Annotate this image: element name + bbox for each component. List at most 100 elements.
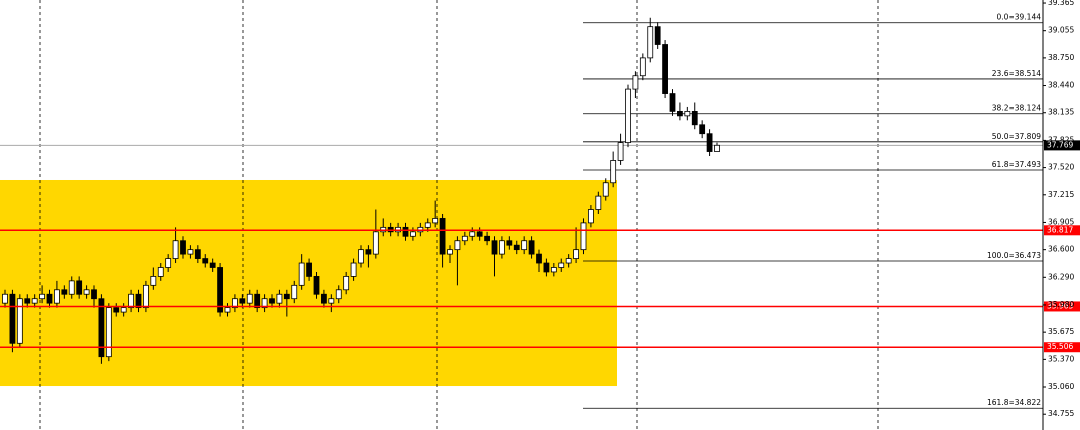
candle-body (439, 218, 446, 255)
candle-body (239, 298, 246, 304)
candle-body (432, 218, 439, 224)
candle-body (491, 240, 498, 255)
candle-body (83, 289, 90, 295)
y-tick-label: 36.290 (1048, 272, 1074, 281)
candle-body (521, 240, 528, 251)
candle-body (187, 249, 194, 255)
candle-body (46, 293, 53, 304)
y-tick-label: 36.905 (1048, 217, 1074, 226)
level-label-box (1044, 301, 1080, 312)
candle-body (358, 249, 364, 264)
level-label-box (1044, 342, 1080, 353)
y-tick-label: 37.520 (1048, 163, 1074, 172)
current-price-box (1044, 140, 1080, 151)
candle-body (677, 111, 683, 117)
y-tick-label: 38.750 (1048, 53, 1074, 62)
candle-body (150, 276, 157, 286)
candle-body (484, 235, 490, 242)
candle-body (202, 258, 209, 264)
candle-body (313, 276, 320, 295)
candle-body (306, 262, 312, 277)
candle-body (595, 195, 602, 210)
fib-label: 161.8=34.822 (987, 398, 1041, 407)
candle-body (113, 307, 120, 313)
candle-body (662, 44, 668, 94)
y-tick-label: 36.600 (1048, 245, 1074, 254)
candle-body (298, 262, 305, 286)
candle-body (135, 293, 142, 309)
y-tick-label: 38.135 (1048, 108, 1074, 117)
candle-body (98, 298, 105, 358)
candle-body (476, 231, 483, 237)
candle-body (321, 293, 327, 304)
y-tick-label: 34.755 (1048, 409, 1074, 418)
y-tick-label: 35.060 (1048, 382, 1074, 391)
fib-label: 23.6=38.514 (992, 69, 1041, 78)
candle-body (76, 280, 83, 295)
candle-body (588, 209, 594, 224)
candle-body (217, 267, 223, 313)
y-tick-label: 39.055 (1048, 26, 1074, 35)
candle-body (691, 111, 698, 126)
candle-body (254, 293, 261, 309)
candle-body (350, 262, 357, 277)
candle-body (157, 267, 164, 277)
candle-body (469, 231, 476, 237)
y-tick-label: 35.980 (1048, 300, 1074, 309)
level-label: 36.817 (1047, 225, 1073, 234)
candle-body (269, 298, 275, 304)
candle-body (647, 26, 654, 59)
candle-body (180, 240, 186, 255)
candle-body (454, 240, 461, 251)
candle-body (209, 262, 216, 268)
candle-body (699, 124, 706, 135)
candle-body (684, 111, 691, 117)
y-tick-label: 38.440 (1048, 81, 1074, 90)
candle-body (283, 293, 290, 300)
candle-body (461, 235, 468, 242)
candle-body (2, 293, 8, 304)
candle-body (602, 182, 609, 197)
candle-body (580, 222, 587, 251)
candle-body (172, 240, 179, 259)
candle-body (291, 284, 298, 300)
candle-body (9, 293, 16, 344)
candle-body (543, 262, 550, 273)
level-label-box (1044, 225, 1080, 236)
candle-body (105, 307, 112, 358)
candle-body (328, 298, 335, 304)
candle-body (143, 284, 149, 309)
candle-body (232, 298, 238, 309)
candle-body (536, 253, 542, 264)
candle-body (499, 240, 505, 255)
candle-body (632, 75, 639, 90)
fib-label: 38.2=38.124 (992, 104, 1041, 113)
candle-body (573, 249, 579, 259)
candle-body (335, 289, 342, 300)
candle-body (39, 293, 45, 300)
candle-body (343, 276, 350, 291)
candle-body (246, 293, 253, 304)
fib-label: 50.0=37.809 (992, 132, 1041, 141)
candle-body (224, 307, 231, 313)
candle-body (68, 280, 75, 295)
candle-body (513, 244, 520, 251)
level-label: 35.963 (1047, 301, 1073, 310)
candle-body (610, 160, 617, 184)
y-tick-label: 35.675 (1048, 327, 1074, 336)
candle-body (120, 307, 127, 313)
level-label: 35.506 (1047, 342, 1073, 351)
candle-body (402, 226, 409, 237)
range-zone (0, 179, 617, 387)
candle-body (372, 231, 379, 255)
y-tick-label: 37.825 (1048, 135, 1074, 144)
candle-body (61, 289, 68, 295)
candle-body (706, 133, 713, 152)
candle-body (565, 258, 572, 264)
candle-body (16, 298, 23, 344)
y-tick-label: 37.215 (1048, 190, 1074, 199)
candle-body (617, 142, 624, 161)
candle-body (276, 293, 283, 304)
